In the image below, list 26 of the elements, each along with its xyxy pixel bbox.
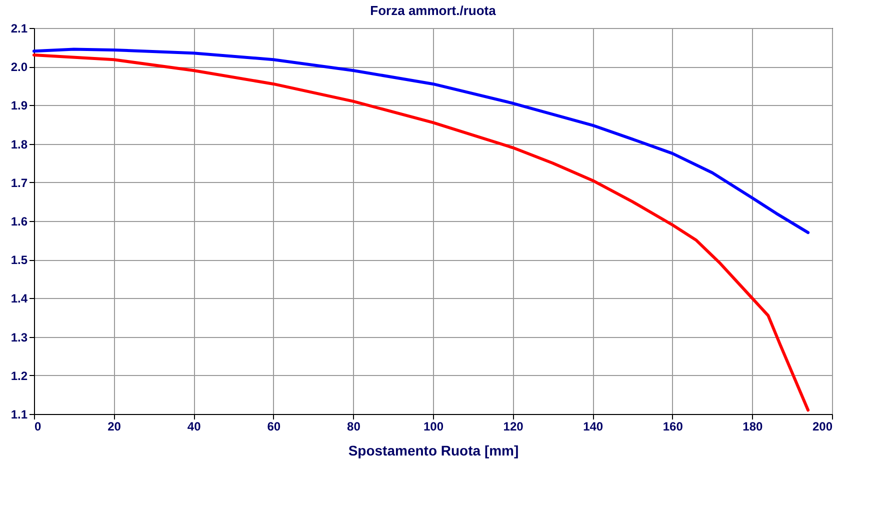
x-tick-label: 0 — [34, 420, 42, 434]
y-tick-label: 1.9 — [10, 98, 28, 113]
x-axis-title: Spostamento Ruota [mm] — [348, 442, 519, 458]
y-tick-label: 2.1 — [10, 22, 28, 36]
x-tick-label: 80 — [347, 420, 361, 434]
y-tick-label: 1.1 — [10, 408, 28, 422]
x-tick-label: 20 — [108, 420, 122, 434]
x-tick-label: 100 — [423, 420, 444, 434]
y-tick-label: 1.8 — [10, 137, 28, 152]
chart-title: Forza ammort./ruota — [370, 3, 497, 18]
x-tick-label: 160 — [662, 420, 684, 434]
x-tick-label: 40 — [187, 420, 202, 434]
x-tick-label: 60 — [267, 420, 281, 434]
y-tick-label: 1.5 — [10, 253, 28, 268]
y-tick-label: 2.0 — [10, 60, 28, 74]
x-tick-label: 200 — [812, 420, 833, 434]
y-tick-label: 1.6 — [10, 214, 28, 228]
y-tick-label: 1.4 — [10, 292, 28, 306]
line-series — [32, 48, 810, 234]
line-series — [32, 54, 810, 412]
x-tick-label: 180 — [742, 420, 764, 434]
y-tick-label: 1.2 — [10, 368, 28, 383]
y-tick-label: 1.7 — [10, 176, 28, 190]
x-tick-label: 140 — [583, 420, 604, 434]
y-tick-label: 1.3 — [10, 330, 28, 344]
x-tick-label: 120 — [503, 420, 524, 434]
